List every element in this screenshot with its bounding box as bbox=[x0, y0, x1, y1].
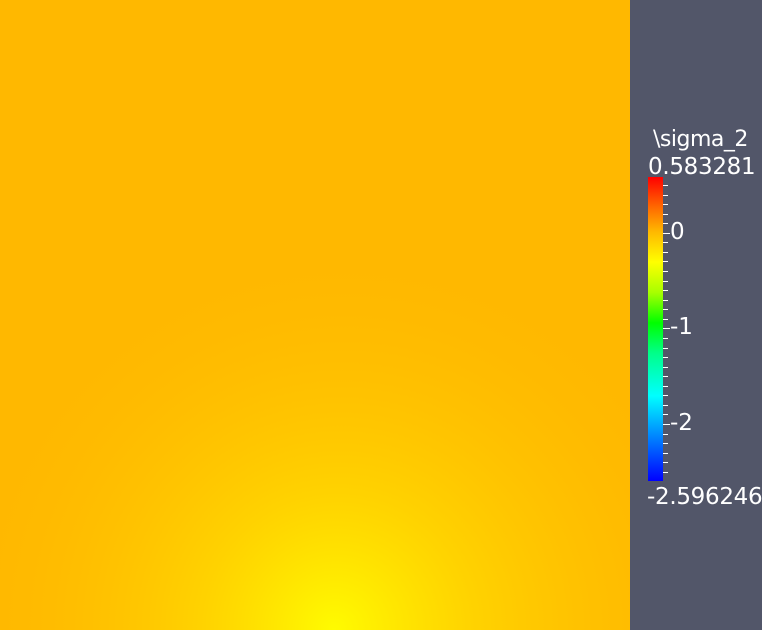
stress-field-gradient bbox=[0, 0, 630, 630]
legend-max-label: 0.583281 bbox=[648, 154, 756, 180]
legend-min-label: -2.596246 bbox=[647, 484, 762, 510]
colorbar-ticks: 0 -1 -2 bbox=[648, 177, 693, 481]
stress-field-contours bbox=[0, 0, 630, 630]
colorbar bbox=[648, 177, 663, 481]
scalar-bar-legend: \sigma_2 0.583281 0 -1 -2 -2.596246 bbox=[630, 0, 762, 630]
colorbar-tick-label: -2 bbox=[670, 410, 693, 436]
legend-title: \sigma_2 bbox=[653, 127, 748, 152]
colorbar-tick-label: 0 bbox=[670, 219, 685, 245]
stress-field-plot[interactable] bbox=[0, 0, 630, 630]
stress-concentration-hotspot bbox=[303, 618, 363, 630]
colorbar-tick-marks bbox=[663, 185, 670, 473]
colorbar-tick-label: -1 bbox=[670, 314, 693, 340]
